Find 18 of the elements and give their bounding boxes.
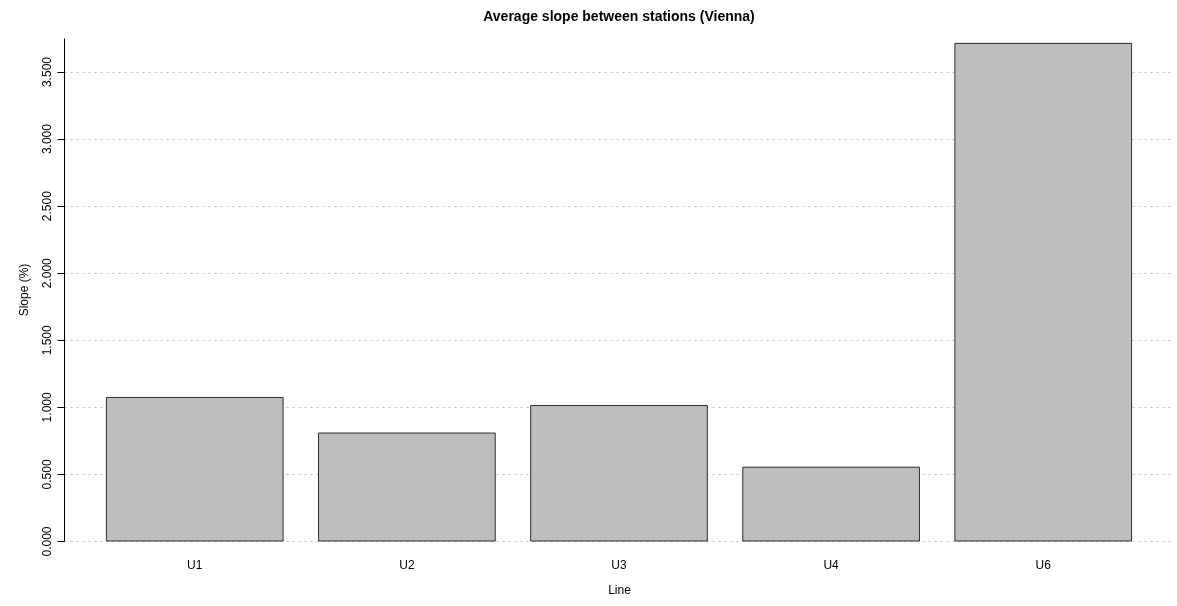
y-tick-label: 2.000 <box>39 257 54 289</box>
x-tick-label: U3 <box>611 557 627 572</box>
x-tick-label: U6 <box>1035 557 1052 572</box>
x-tick-label: U4 <box>823 557 840 572</box>
bar <box>106 397 284 542</box>
chart-title: Average slope between stations (Vienna) <box>483 8 755 24</box>
y-tick-label: 0.500 <box>39 459 54 490</box>
x-axis-title: Line <box>608 582 632 597</box>
y-tick-label: 3.000 <box>39 123 54 155</box>
x-tick-label: U1 <box>187 557 203 572</box>
y-tick-label: 1.500 <box>39 324 54 356</box>
y-axis-title: Slope (%) <box>16 263 31 317</box>
y-tick-label: 2.500 <box>39 190 54 222</box>
x-tick-label: U2 <box>399 557 415 572</box>
y-tick-label: 1.000 <box>39 392 54 423</box>
bar <box>742 466 920 542</box>
y-tick-label: 0.000 <box>39 526 54 557</box>
y-tick-label: 3.500 <box>39 56 54 88</box>
